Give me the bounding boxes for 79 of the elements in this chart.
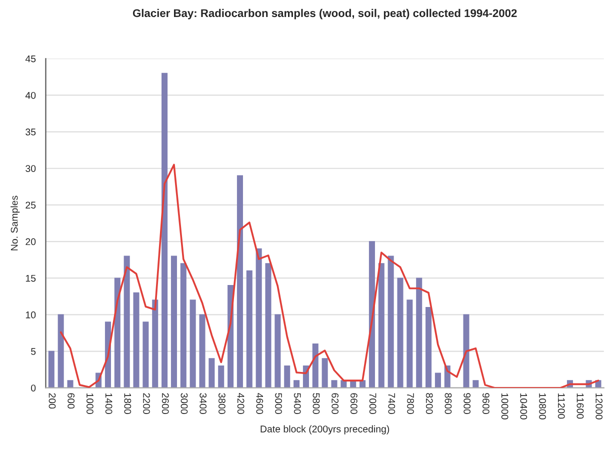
x-tick-label: 9600: [482, 393, 490, 414]
y-tick-label: 40: [25, 92, 36, 99]
bar: [218, 365, 224, 388]
x-tick-label: 200: [48, 393, 56, 409]
bar: [256, 248, 262, 388]
x-tick-label: 8200: [426, 393, 433, 414]
bar: [142, 322, 149, 388]
y-tick-label: 20: [26, 238, 36, 246]
bar: [162, 72, 168, 388]
bar: [322, 358, 328, 388]
x-tick-label: 11200: [558, 393, 565, 419]
y-axis-title: No. Samples: [10, 196, 20, 250]
bar: [190, 300, 196, 388]
y-tick-label: 35: [26, 128, 36, 136]
bar: [406, 300, 413, 388]
bar: [472, 380, 479, 388]
x-tick-label: 1800: [124, 393, 132, 414]
x-tick-label: 8600: [444, 393, 452, 414]
bar: [416, 278, 422, 388]
bar: [426, 306, 432, 388]
bar: [124, 256, 130, 388]
x-tick-label: 9000: [464, 393, 471, 414]
bar: [152, 300, 158, 388]
x-tick-label: 3400: [200, 393, 207, 414]
x-tick-label: 11600: [576, 393, 584, 419]
y-tick-label: 30: [26, 165, 36, 172]
y-tick-label: 0: [31, 384, 36, 392]
x-tick-label: 5400: [294, 393, 301, 414]
x-tick-label: 5000: [275, 393, 282, 414]
x-tick-label: 1000: [86, 393, 94, 414]
bar: [312, 344, 318, 388]
x-tick-label: 6600: [350, 393, 358, 414]
x-tick-label: 1400: [105, 393, 112, 414]
x-tick-label: 4600: [256, 392, 264, 414]
x-tick-label: 2200: [143, 393, 150, 414]
bar: [331, 380, 338, 388]
bar: [368, 241, 375, 388]
bar: [48, 350, 54, 388]
bar: [236, 175, 243, 388]
bar: [133, 292, 140, 388]
bar: [274, 314, 281, 388]
y-tick-label: 25: [26, 202, 36, 209]
x-tick-label: 6200: [332, 393, 339, 414]
x-axis-title: Date block (200yrs preceding): [260, 425, 390, 434]
bar: [284, 365, 290, 388]
bar: [58, 314, 64, 388]
bar: [180, 263, 186, 388]
line-series: [60, 164, 600, 388]
bar: [67, 380, 74, 388]
bar: [388, 256, 394, 388]
x-tick-label: 10400: [520, 393, 528, 420]
x-tick-label: 10800: [539, 393, 546, 420]
y-tick-label: 15: [26, 274, 36, 282]
bar: [246, 270, 252, 388]
bar: [294, 380, 300, 388]
bar: [434, 372, 441, 388]
y-tick-label: 45: [25, 55, 36, 62]
bar: [463, 314, 470, 388]
bar: [265, 263, 272, 388]
y-tick-label: 10: [26, 311, 36, 318]
bar: [199, 314, 206, 388]
bar: [208, 358, 215, 388]
x-tick-label: 7800: [407, 393, 414, 414]
x-tick-label: 5800: [312, 393, 320, 414]
x-tick-label: 12000: [596, 393, 603, 420]
x-tick-label: 7000: [369, 393, 376, 414]
x-tick-label: 4200: [237, 392, 244, 414]
x-tick-label: 2600: [162, 393, 169, 414]
x-tick-label: 3000: [180, 393, 188, 414]
x-tick-label: 10000: [501, 393, 508, 420]
x-tick-label: 7400: [388, 393, 396, 414]
bar: [397, 278, 404, 388]
bar: [170, 256, 177, 388]
x-tick-label: 600: [68, 393, 75, 409]
y-tick-label: 5: [31, 348, 36, 355]
chart-title: Glacier Bay: Radiocarbon samples (wood, soil, peat) collected 1994-2002: [132, 8, 517, 20]
bar: [378, 263, 384, 388]
bar: [114, 278, 120, 388]
x-tick-label: 3800: [218, 393, 226, 414]
